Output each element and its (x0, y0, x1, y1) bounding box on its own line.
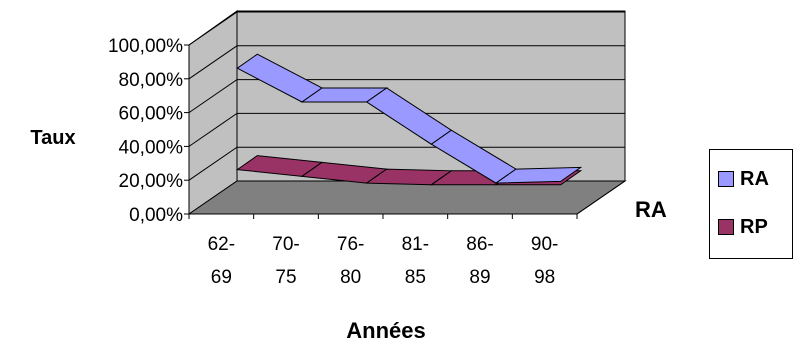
legend-label-rp: RP (740, 215, 768, 238)
legend-label-ra: RA (740, 167, 769, 190)
ribbon-segment (494, 166, 583, 184)
y-tick-label: 100,00% (108, 36, 183, 57)
x-tick-label: 81-85 (402, 234, 429, 288)
x-tick-label: 70-75 (272, 234, 299, 288)
x-tick-labels: 62-69 70-75 76-80 81-85 86-89 90-98 (208, 234, 559, 288)
series-ra (236, 53, 583, 184)
depth-axis-label: RA (635, 197, 667, 222)
side-wall (188, 10, 238, 215)
x-tick-label: 76-80 (337, 234, 364, 288)
y-tick-label: 80,00% (119, 70, 184, 91)
y-tick-label: 0,00% (129, 205, 183, 226)
y-axis-label: Taux (30, 127, 75, 149)
x-tick-label: 86-89 (466, 234, 493, 288)
x-tick-label: 90-98 (531, 234, 558, 288)
y-tick-label: 40,00% (119, 137, 184, 158)
y-tick-label: 60,00% (119, 104, 184, 125)
legend: RA RP (709, 149, 793, 259)
floor (187, 180, 627, 215)
gridline (188, 45, 625, 80)
gridline (188, 79, 625, 114)
legend-swatch-rp (718, 219, 734, 235)
chart-walls (187, 10, 627, 215)
y-tick-label: 20,00% (119, 171, 184, 192)
legend-swatch-ra (718, 171, 734, 187)
legend-item-rp: RP (718, 214, 768, 240)
legend-item-ra: RA (718, 166, 769, 192)
axes (184, 44, 626, 219)
x-tick-label: 62-69 (208, 234, 235, 288)
depth-axis (576, 180, 626, 215)
series-layer (235, 53, 583, 186)
gridline (188, 11, 625, 46)
gridline (188, 112, 625, 147)
x-axis-label: Années (346, 318, 425, 343)
gridline (188, 146, 625, 181)
y-tick-labels: 0,00% 20,00% 40,00% 60,00% 80,00% 100,00% (108, 36, 183, 226)
gridlines (188, 11, 625, 181)
